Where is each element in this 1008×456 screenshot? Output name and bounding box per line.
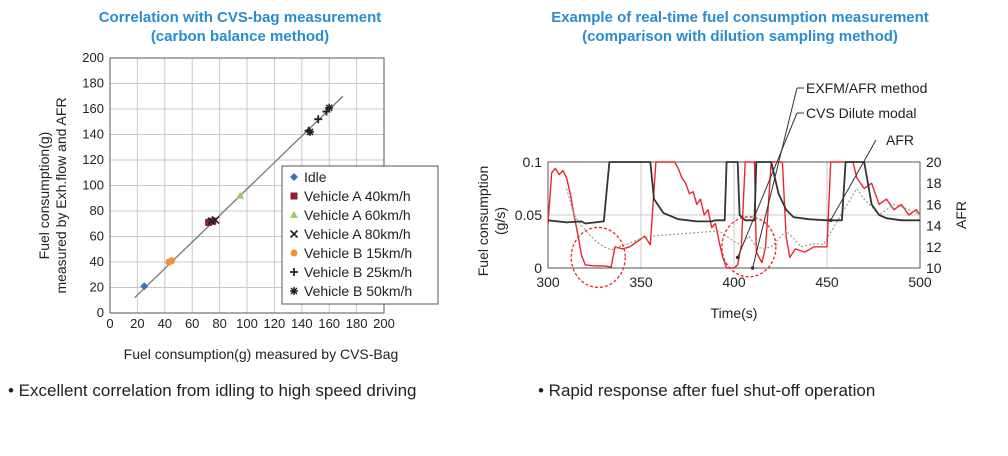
ts-annotation-leader-2 bbox=[830, 139, 877, 221]
scatter-legend-label-0: Idle bbox=[304, 169, 327, 185]
ts-ylabel-line1: Fuel consumption bbox=[475, 166, 491, 277]
scatter-xtick-6: 120 bbox=[264, 316, 286, 331]
left-title-line1: Correlation with CVS-bag measurement bbox=[98, 9, 382, 26]
scatter-xtick-7: 140 bbox=[291, 316, 313, 331]
scatter-legend-marker-5 bbox=[290, 268, 298, 276]
ts-highlight-ellipse-0 bbox=[570, 226, 626, 289]
ts-annotation-dot-1 bbox=[735, 255, 740, 260]
scatter-ytick-8: 160 bbox=[82, 101, 104, 116]
scatter-xtick-2: 40 bbox=[158, 316, 172, 331]
scatter-point-s1-p1 bbox=[209, 217, 217, 225]
ts-highlight-ellipse-1 bbox=[721, 216, 777, 278]
ts-ytick-2: 0.1 bbox=[523, 154, 543, 170]
scatter-ylabel-line2: measured by Exh.flow and AFR bbox=[53, 97, 69, 293]
ts-y2tick-4: 18 bbox=[926, 175, 942, 191]
scatter-xtick-0: 0 bbox=[106, 316, 113, 331]
scatter-legend-marker-2 bbox=[290, 211, 298, 218]
ts-ytick-0: 0 bbox=[534, 260, 542, 276]
scatter-ytick-7: 140 bbox=[82, 127, 104, 142]
right-title-line1: Example of real-time fuel consumption me… bbox=[551, 9, 929, 26]
scatter-xtick-3: 60 bbox=[185, 316, 199, 331]
scatter-ytick-4: 80 bbox=[90, 203, 104, 218]
scatter-ytick-5: 100 bbox=[82, 178, 104, 193]
ts-y2tick-5: 20 bbox=[926, 154, 942, 170]
ts-annotation-leader-1 bbox=[737, 112, 798, 258]
scatter-xtick-10: 200 bbox=[373, 316, 395, 331]
ts-y2tick-1: 12 bbox=[926, 239, 942, 255]
scatter-legend-marker-6 bbox=[290, 287, 298, 295]
ts-annotation-2: AFR bbox=[886, 132, 914, 148]
scatter-point-s3-p1 bbox=[211, 215, 220, 224]
scatter-legend-marker-1 bbox=[290, 192, 298, 200]
scatter-point-s4-p1 bbox=[168, 257, 176, 265]
scatter-legend-box bbox=[281, 165, 439, 305]
scatter-legend-label-5: Vehicle B 25km/h bbox=[304, 264, 412, 280]
scatter-xtick-9: 180 bbox=[346, 316, 368, 331]
scatter-point-s5-p1 bbox=[314, 115, 323, 124]
scatter-point-s1-p0 bbox=[205, 218, 213, 226]
ts-series-line-0 bbox=[547, 161, 921, 269]
ts-xlabel: Time(s) bbox=[711, 305, 758, 321]
scatter-xtick-5: 100 bbox=[236, 316, 258, 331]
scatter-legend-marker-0 bbox=[290, 173, 298, 181]
ts-xtick-3: 450 bbox=[815, 274, 839, 290]
scatter-point-s0-p0 bbox=[140, 282, 149, 291]
ts-annotation-dot-2 bbox=[828, 218, 833, 223]
scatter-ytick-6: 120 bbox=[82, 152, 104, 167]
ts-xtick-2: 400 bbox=[722, 274, 746, 290]
scatter-legend-marker-3 bbox=[289, 229, 299, 239]
scatter-xtick-4: 80 bbox=[212, 316, 226, 331]
scatter-xlabel: Fuel consumption(g) measured by CVS-Bag bbox=[124, 346, 399, 362]
scatter-legend-label-4: Vehicle B 15km/h bbox=[304, 245, 412, 261]
left-title-line2: (carbon balance method) bbox=[150, 28, 330, 45]
ts-y2tick-0: 10 bbox=[926, 260, 942, 276]
scatter-point-s6-p1 bbox=[325, 103, 334, 112]
scatter-legend-marker-4 bbox=[290, 249, 298, 257]
left-chart-title: Correlation with CVS-bag measurement (ca… bbox=[60, 8, 420, 46]
bullet-left: • Excellent correlation from idling to h… bbox=[8, 381, 417, 400]
scatter-point-s6-p0 bbox=[306, 127, 315, 136]
scatter-legend-label-1: Vehicle A 40km/h bbox=[304, 188, 411, 204]
right-chart-title: Example of real-time fuel consumption me… bbox=[490, 8, 990, 46]
ts-ytick-1: 0.05 bbox=[515, 207, 542, 223]
ts-y2label: AFR bbox=[953, 201, 969, 229]
scatter-ytick-2: 40 bbox=[90, 254, 104, 269]
ts-annotation-1: CVS Dilute modal bbox=[806, 105, 917, 121]
scatter-ytick-10: 200 bbox=[82, 50, 104, 65]
right-title-line2: (comparison with dilution sampling metho… bbox=[582, 28, 898, 45]
bullet-right: • Rapid response after fuel shut-off ope… bbox=[538, 381, 876, 400]
ts-y2tick-2: 14 bbox=[926, 218, 942, 234]
ts-annotation-0: EXFM/AFR method bbox=[806, 80, 927, 96]
ts-annotation-dot-0 bbox=[750, 266, 755, 270]
ts-xtick-1: 350 bbox=[629, 274, 653, 290]
scatter-legend-label-2: Vehicle A 60km/h bbox=[304, 207, 411, 223]
scatter-ylabel-line1: Fuel consumption(g) bbox=[36, 132, 52, 260]
scatter-ytick-1: 20 bbox=[90, 280, 104, 295]
ts-annotation-leader-0 bbox=[752, 87, 798, 269]
ts-ylabel-line2: (g/s) bbox=[492, 207, 508, 235]
scatter-ytick-0: 0 bbox=[97, 305, 104, 320]
scatter-ytick-9: 180 bbox=[82, 76, 104, 91]
scatter-ytick-3: 60 bbox=[90, 229, 104, 244]
scatter-xtick-1: 20 bbox=[130, 316, 144, 331]
ts-xtick-4: 500 bbox=[908, 274, 932, 290]
ts-series-line-2 bbox=[547, 161, 920, 225]
scatter-legend-label-6: Vehicle B 50km/h bbox=[304, 283, 412, 299]
ts-series-line-1 bbox=[566, 187, 921, 251]
ts-xtick-0: 300 bbox=[536, 274, 560, 290]
scatter-legend-label-3: Vehicle A 80km/h bbox=[304, 226, 411, 242]
scatter-point-s2-p0 bbox=[236, 191, 245, 199]
ts-y2tick-3: 16 bbox=[926, 196, 942, 212]
scatter-xtick-8: 160 bbox=[318, 316, 340, 331]
